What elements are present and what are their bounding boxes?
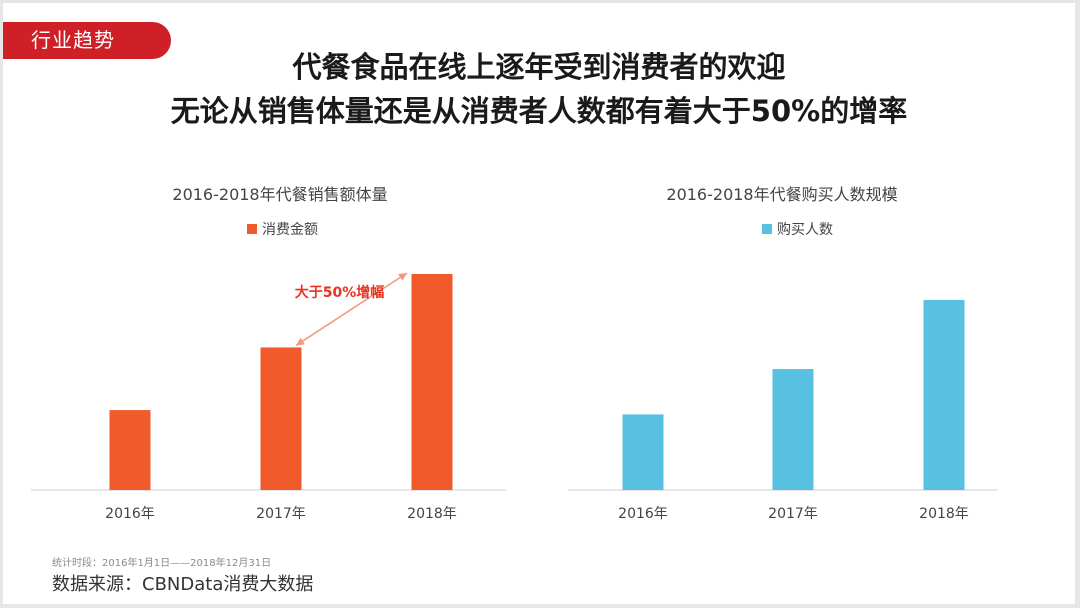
section-tag: 行业趋势 xyxy=(3,22,171,59)
buyers-legend-label: 购买人数 xyxy=(777,222,833,238)
sales-bar-2017年 xyxy=(260,347,302,490)
growth-arrow-head-end xyxy=(398,273,407,281)
footnote-period: 统计时段：2016年1月1日——2018年12月31日 xyxy=(52,558,272,569)
sales-x-tick-label: 2017年 xyxy=(256,506,306,522)
sales-chart-title: 2016-2018年代餐销售额体量 xyxy=(172,185,388,204)
headline-line-1: 代餐食品在线上逐年受到消费者的欢迎 xyxy=(292,50,786,84)
buyers-x-tick-label: 2018年 xyxy=(919,506,969,522)
sales-legend-label: 消费金额 xyxy=(262,222,318,238)
headline-line-2: 无论从销售体量还是从消费者人数都有着大于50%的增率 xyxy=(170,94,908,128)
sales-legend-swatch xyxy=(247,224,257,234)
growth-annotation-label: 大于50%增幅 xyxy=(295,284,385,301)
growth-arrow-head-start xyxy=(296,337,305,346)
buyers-legend: 购买人数 xyxy=(762,219,833,239)
buyers-x-tick-label: 2016年 xyxy=(618,506,668,522)
buyers-bar-2018年 xyxy=(923,299,965,490)
buyers-bar-2016年 xyxy=(622,414,664,490)
charts-canvas: 2016年 2017年 2018年 大于50%增幅 2016年 2017年 2018年 xyxy=(31,272,998,522)
sales-bar-2016年 xyxy=(109,410,151,490)
growth-arrow-line xyxy=(295,272,408,347)
buyers-bar-2017年 xyxy=(772,369,814,490)
buyers-legend-swatch xyxy=(762,224,772,234)
sales-bar-2018年 xyxy=(411,274,453,490)
footnote-source: 数据来源：CBNData消费大数据 xyxy=(52,574,314,595)
buyers-x-tick-label: 2017年 xyxy=(768,506,818,522)
sales-legend: 消费金额 xyxy=(247,219,318,239)
sales-x-tick-label: 2018年 xyxy=(407,506,457,522)
buyers-chart-title: 2016-2018年代餐购买人数规模 xyxy=(666,185,898,204)
sales-x-tick-label: 2016年 xyxy=(105,506,155,522)
slide: 行业趋势 代餐食品在线上逐年受到消费者的欢迎 无论从销售体量还是从消费者人数都有… xyxy=(3,3,1075,604)
